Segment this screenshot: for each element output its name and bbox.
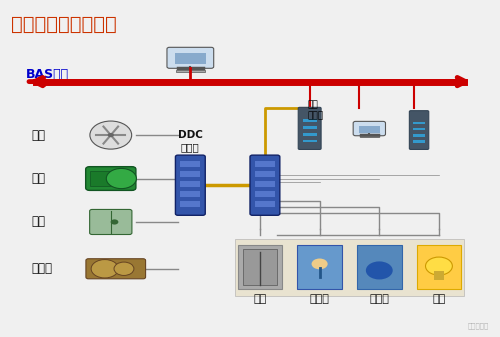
- FancyBboxPatch shape: [86, 167, 136, 190]
- Text: 网络
控制器: 网络 控制器: [307, 101, 324, 120]
- Bar: [359, 125, 380, 133]
- FancyBboxPatch shape: [86, 259, 146, 279]
- FancyBboxPatch shape: [353, 121, 386, 136]
- FancyBboxPatch shape: [167, 47, 214, 68]
- Text: DDC
控制器: DDC 控制器: [178, 130, 203, 152]
- Bar: [255, 161, 275, 167]
- Bar: [297, 245, 342, 289]
- Text: BAS系统: BAS系统: [26, 68, 70, 82]
- Bar: [174, 53, 206, 64]
- Text: 照明: 照明: [432, 294, 446, 304]
- Circle shape: [110, 219, 118, 224]
- Bar: [180, 171, 201, 177]
- Text: 楼宇自控系统示意图: 楼宇自控系统示意图: [12, 15, 117, 34]
- Bar: [255, 171, 275, 177]
- Bar: [235, 239, 464, 296]
- Bar: [180, 161, 201, 167]
- FancyBboxPatch shape: [176, 155, 206, 215]
- Text: 变配电: 变配电: [310, 294, 330, 304]
- Text: 易控智业网: 易控智业网: [468, 322, 488, 329]
- Bar: [414, 134, 425, 137]
- Bar: [414, 128, 425, 130]
- Circle shape: [426, 257, 452, 275]
- Bar: [414, 140, 425, 143]
- FancyBboxPatch shape: [298, 108, 321, 149]
- Text: 热力: 热力: [31, 172, 45, 185]
- Text: 电梯: 电梯: [254, 294, 266, 304]
- Circle shape: [114, 262, 134, 275]
- Circle shape: [90, 121, 132, 149]
- Bar: [302, 126, 316, 129]
- FancyBboxPatch shape: [410, 111, 429, 149]
- Bar: [414, 122, 425, 124]
- Bar: [176, 69, 205, 72]
- Bar: [434, 271, 444, 280]
- Text: 空调: 空调: [31, 215, 45, 228]
- Text: 冷冻站: 冷冻站: [31, 262, 52, 275]
- Text: 给排水: 给排水: [370, 294, 389, 304]
- Bar: [180, 191, 201, 197]
- Bar: [302, 133, 316, 135]
- Bar: [238, 245, 282, 289]
- Bar: [180, 201, 201, 207]
- Bar: [357, 245, 402, 289]
- Bar: [255, 201, 275, 207]
- Bar: [302, 119, 316, 122]
- Bar: [416, 245, 462, 289]
- FancyBboxPatch shape: [90, 209, 132, 235]
- Circle shape: [366, 262, 392, 279]
- Circle shape: [91, 259, 118, 278]
- Circle shape: [108, 133, 114, 137]
- Bar: [242, 249, 278, 285]
- Circle shape: [312, 258, 328, 269]
- Circle shape: [106, 168, 136, 189]
- Bar: [302, 140, 316, 143]
- Text: 通风: 通风: [31, 129, 45, 142]
- Bar: [180, 181, 201, 187]
- Bar: [255, 191, 275, 197]
- Bar: [360, 136, 379, 137]
- FancyBboxPatch shape: [90, 171, 111, 186]
- Bar: [255, 181, 275, 187]
- FancyBboxPatch shape: [250, 155, 280, 215]
